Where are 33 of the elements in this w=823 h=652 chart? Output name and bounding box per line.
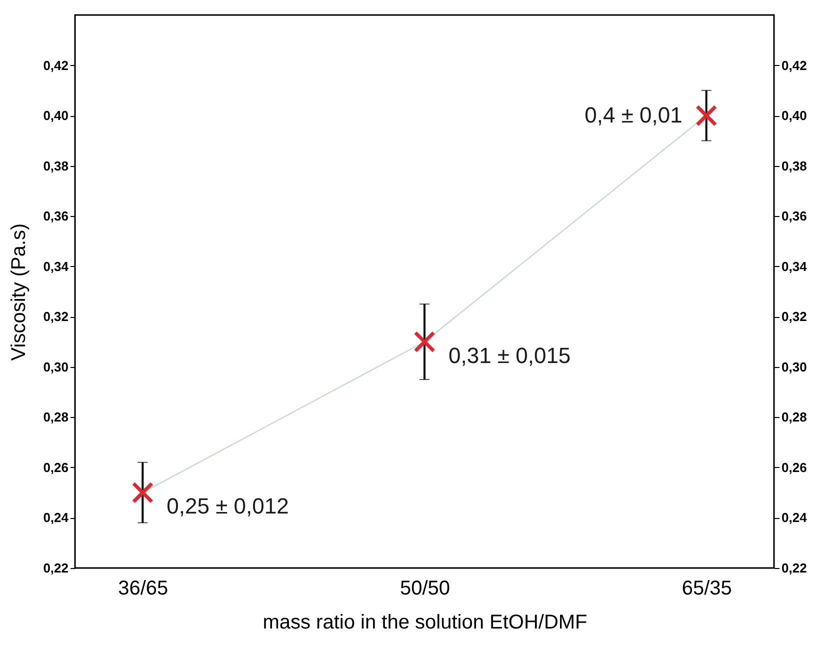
y-tick-label: 0,24 <box>43 510 70 526</box>
data-label: 0,31 ± 0,015 <box>448 342 571 368</box>
y-tick-label: 0,26 <box>43 460 68 475</box>
x-axis-title: mass ratio in the solution EtOH/DMF <box>262 612 588 634</box>
data-label: 0,25 ± 0,012 <box>166 494 289 519</box>
y2-tick-label: 0,22 <box>782 560 807 576</box>
y-tick-label: 0,32 <box>43 309 68 324</box>
data-label: 0,4 ± 0,01 <box>584 102 682 128</box>
x-tick-label: 50/50 <box>400 578 450 600</box>
y2-tick-label: 0,24 <box>782 510 808 526</box>
y2-tick-label: 0,36 <box>782 208 807 224</box>
point <box>696 104 718 126</box>
y-tick-label: 0,30 <box>43 359 68 374</box>
x-tick-label: 36/65 <box>118 578 168 600</box>
point <box>414 330 436 353</box>
y-tick-label: 0,34 <box>43 258 70 274</box>
y2-tick-label: 0,42 <box>782 58 807 73</box>
y-tick-label: 0,28 <box>43 410 68 425</box>
y-tick-label: 0,42 <box>43 58 68 73</box>
y-tick-label: 0,22 <box>43 560 68 576</box>
y2-tick-label: 0,38 <box>782 158 807 174</box>
y-tick-label: 0,40 <box>43 108 68 124</box>
y2-tick-label: 0,28 <box>782 410 807 425</box>
y-tick-label: 0,36 <box>43 208 68 224</box>
y-axis-title: Viscosity (Pa.s) <box>8 223 30 361</box>
y2-tick-label: 0,30 <box>782 359 807 374</box>
x-tick-label: 65/35 <box>682 578 732 600</box>
y2-tick-label: 0,34 <box>782 258 808 274</box>
y2-tick-label: 0,26 <box>782 460 807 475</box>
y-tick-label: 0,38 <box>43 158 68 174</box>
y2-tick-label: 0,40 <box>782 108 807 124</box>
point <box>132 482 154 504</box>
y2-tick-label: 0,32 <box>782 309 807 324</box>
